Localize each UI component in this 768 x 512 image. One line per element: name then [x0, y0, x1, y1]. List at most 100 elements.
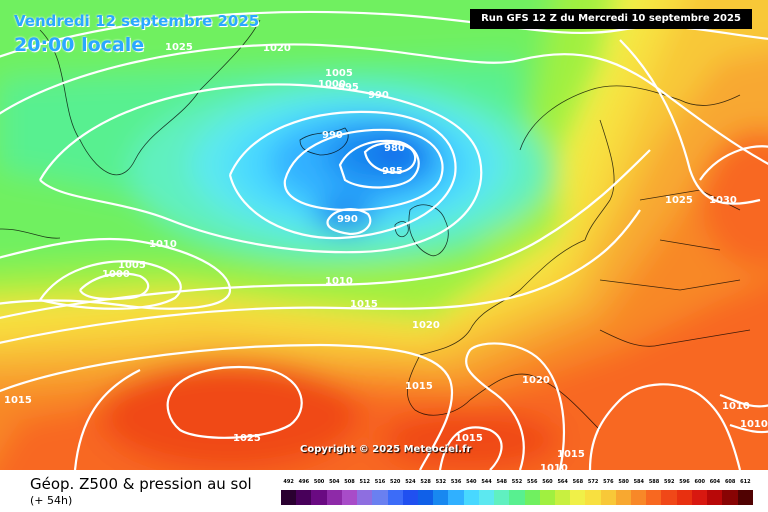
- legend-label: 552: [511, 479, 523, 485]
- legend-swatch: [570, 490, 586, 505]
- legend-swatch: [494, 490, 510, 505]
- legend-label: 560: [542, 479, 553, 485]
- legend-swatch: [311, 490, 327, 505]
- isobar-label: 1020: [522, 375, 550, 386]
- legend-label: 592: [664, 479, 675, 485]
- legend-label: 524: [405, 479, 416, 485]
- isobar-label: 1020: [263, 43, 291, 54]
- legend-label: 584: [633, 479, 645, 485]
- legend-swatch: [661, 490, 677, 505]
- legend-swatch: [539, 490, 555, 505]
- legend-label: 576: [603, 479, 614, 485]
- isobar-label: 1015: [350, 299, 378, 310]
- legend-swatch: [509, 490, 525, 505]
- forecast-lead-time: (+ 54h): [30, 494, 73, 507]
- legend-swatches: [281, 490, 753, 505]
- legend-swatch: [691, 490, 708, 505]
- isobar-label: 1015: [4, 395, 32, 406]
- isobars: [0, 10, 768, 470]
- isobar-label: 990: [368, 90, 389, 101]
- legend-labels: 492 496 500 504 508 512 516 520 524 528 532 536 540 5…: [281, 479, 753, 489]
- legend-label: 520: [389, 479, 401, 485]
- legend-swatch: [296, 490, 312, 505]
- isobar-label: 1015: [455, 433, 483, 444]
- map-footer: Géop. Z500 & pression au sol (+ 54h) 492…: [0, 470, 768, 512]
- legend-swatch: [615, 490, 632, 505]
- legend-swatch: [737, 490, 753, 505]
- legend-swatch: [478, 490, 495, 505]
- isobar-label: 1000: [318, 79, 346, 90]
- legend-label: 564: [557, 479, 568, 485]
- legend-swatch: [341, 490, 358, 505]
- legend-swatch: [281, 490, 297, 505]
- legend-label: 568: [572, 479, 584, 485]
- legend-swatch: [402, 490, 418, 505]
- isobar-label: 1030: [709, 195, 737, 206]
- legend-label: 508: [344, 479, 355, 485]
- legend-swatch: [433, 490, 449, 505]
- legend-label: 608: [724, 479, 736, 485]
- isobar-label: 1005: [325, 68, 353, 79]
- color-scale-legend: 492 496 500 504 508 512 516 520 524 528 532 536 540 5…: [281, 479, 753, 507]
- legend-label: 504: [329, 479, 340, 485]
- legend-label: 572: [587, 479, 599, 485]
- legend-label: 596: [679, 479, 690, 485]
- legend-label: 544: [481, 479, 492, 485]
- isobar-label: 1010: [722, 401, 750, 412]
- legend-label: 536: [450, 479, 462, 485]
- legend-swatch: [722, 490, 738, 505]
- legend-label: 532: [435, 479, 447, 485]
- legend-label: 588: [648, 479, 660, 485]
- forecast-date: Vendredi 12 septembre 2025: [14, 12, 260, 30]
- isobar-labels: 1025 1020 1005 1000 995 990 990 980 985 …: [4, 42, 768, 470]
- isobar-label: 985: [382, 166, 403, 177]
- isobar-label: 1010: [149, 239, 177, 250]
- isobar-label: 1015: [405, 381, 433, 392]
- legend-label: 540: [466, 479, 477, 485]
- legend-label: 512: [359, 479, 370, 485]
- geopotential-field: 1025 1020 1005 1000 995 990 990 980 985 …: [0, 0, 768, 470]
- forecast-local-time: 20:00 locale: [14, 34, 145, 56]
- legend-label: 496: [298, 479, 310, 485]
- isobar-label: 1010: [325, 276, 353, 287]
- isobar-label: 995: [338, 82, 359, 93]
- isobar-label: 1025: [165, 42, 193, 53]
- weather-map: 1025 1020 1005 1000 995 990 990 980 985 …: [0, 0, 768, 470]
- isobar-label: 1010: [540, 463, 568, 470]
- legend-label: 604: [709, 479, 721, 485]
- legend-label: 500: [313, 479, 325, 485]
- map-title: Géop. Z500 & pression au sol: [30, 475, 252, 493]
- legend-swatch: [600, 490, 616, 505]
- legend-swatch: [448, 490, 464, 505]
- copyright-notice: Copyright © 2025 Meteociel.fr: [300, 444, 472, 455]
- legend-swatch: [631, 490, 647, 505]
- legend-swatch: [554, 490, 571, 505]
- legend-swatch: [585, 490, 601, 505]
- legend-label: 516: [374, 479, 386, 485]
- legend-label: 600: [694, 479, 705, 485]
- isobar-label: 990: [337, 214, 358, 225]
- legend-swatch: [357, 490, 373, 505]
- isobar-label: 1010: [740, 419, 768, 430]
- legend-label: 528: [420, 479, 431, 485]
- isobar-label: 980: [384, 143, 405, 154]
- model-run-label: Run GFS 12 Z du Mercredi 10 septembre 20…: [470, 9, 752, 29]
- isobar-label: 990: [322, 130, 343, 141]
- isobar-label: 1020: [412, 320, 440, 331]
- legend-swatch: [463, 490, 479, 505]
- legend-label: 548: [496, 479, 507, 485]
- legend-swatch: [326, 490, 342, 505]
- legend-swatch: [646, 490, 662, 505]
- isobar-label: 1025: [233, 433, 261, 444]
- legend-swatch: [524, 490, 540, 505]
- isobar-label: 1015: [557, 449, 585, 460]
- legend-swatch: [417, 490, 434, 505]
- legend-swatch: [676, 490, 692, 505]
- isobar-label: 1025: [665, 195, 693, 206]
- isobar-label: 1005: [118, 260, 146, 271]
- legend-label: 492: [283, 479, 294, 485]
- isobar-label: 1000: [102, 269, 130, 280]
- legend-label: 580: [618, 479, 629, 485]
- legend-swatch: [707, 490, 723, 505]
- legend-label: 556: [527, 479, 538, 485]
